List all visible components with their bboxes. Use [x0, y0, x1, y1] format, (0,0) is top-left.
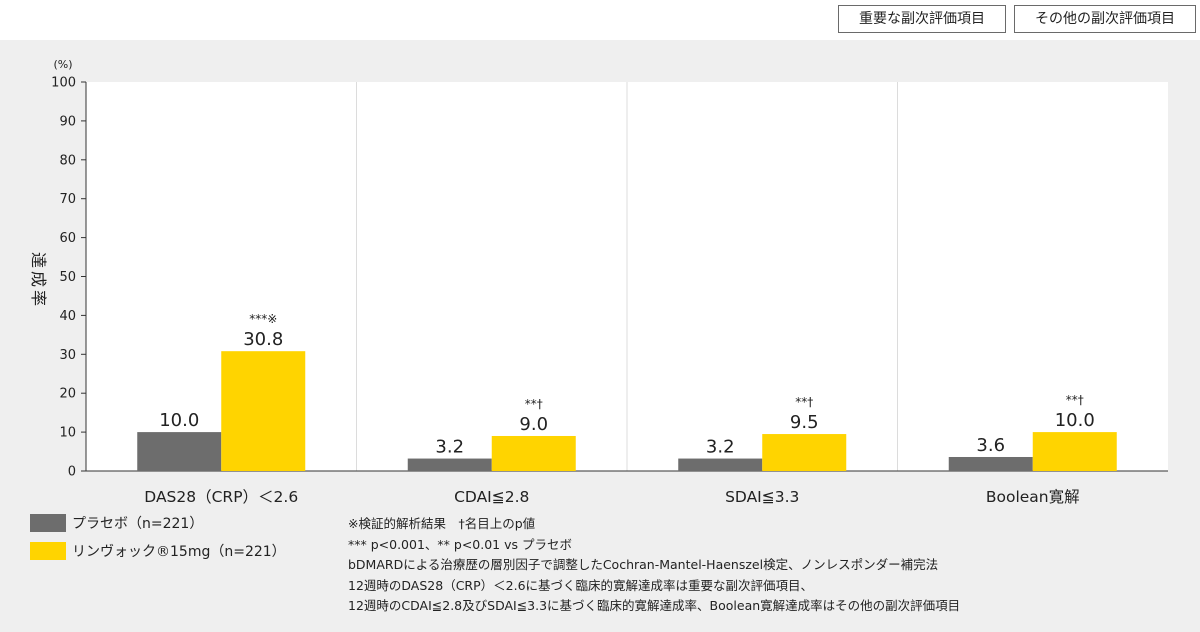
category-label: Boolean寛解 — [986, 488, 1080, 506]
bar-rinvoq — [491, 435, 576, 471]
bar-value-label: 10.0 — [159, 410, 199, 431]
other-secondary-endpoints-tag[interactable]: その他の副次評価項目 — [1014, 5, 1196, 33]
legend-label-placebo: プラセボ（n=221） — [72, 516, 204, 532]
footnote-line: bDMARDによる治療歴の層別因子で調整したCochran-Mantel-Hae… — [348, 557, 939, 572]
category-label: CDAI≦2.8 — [454, 488, 529, 506]
bar-rinvoq — [221, 351, 306, 471]
legend: プラセボ（n=221） リンヴォック®15mg（n=221） — [30, 512, 286, 568]
y-tick-label: 30 — [59, 348, 76, 363]
significance-annotation: **† — [1066, 393, 1084, 407]
footnote-line: ※検証的解析結果 †名目上のp値 — [348, 516, 536, 531]
bar-placebo — [407, 458, 492, 471]
category-label: SDAI≦3.3 — [725, 488, 799, 506]
bar-rinvoq — [762, 434, 847, 471]
bar-chart: 0 10 20 30 40 50 60 70 80 90 100 (%) 達成率 DAS28（CRP）＜2… — [29, 58, 1168, 506]
bar-value-label: 3.2 — [706, 437, 735, 458]
legend-item-placebo: プラセボ（n=221） — [30, 512, 286, 534]
bar-value-label: 10.0 — [1055, 410, 1095, 431]
legend-swatch-rinvoq — [30, 542, 66, 560]
bar-value-label: 30.8 — [243, 329, 283, 350]
y-tick-label: 50 — [59, 270, 76, 285]
footnote-line: 12週時のDAS28（CRP）＜2.6に基づく臨床的寛解達成率は重要な副次評価項… — [348, 577, 814, 593]
bar-value-label: 3.2 — [435, 437, 464, 458]
significance-annotation: **† — [795, 395, 813, 409]
bar-placebo — [678, 458, 763, 471]
key-secondary-endpoints-tag[interactable]: 重要な副次評価項目 — [838, 5, 1006, 33]
bar-placebo — [948, 456, 1033, 471]
significance-annotation: **† — [525, 397, 543, 411]
y-axis-label-char: 率 — [29, 290, 48, 306]
y-tick-label: 20 — [59, 387, 76, 402]
y-tick-label: 0 — [68, 465, 76, 480]
bar-rinvoq — [1032, 432, 1117, 471]
y-tick-label: 90 — [59, 114, 76, 129]
significance-annotation: ***※ — [249, 312, 277, 326]
footnotes: ※検証的解析結果 †名目上のp値 *** p<0.001、** p<0.01 v… — [348, 514, 960, 617]
y-tick-label: 10 — [59, 426, 76, 441]
y-axis-unit: (%) — [53, 58, 72, 71]
y-tick-label: 60 — [59, 231, 76, 246]
bar-value-label: 9.0 — [519, 414, 548, 435]
y-tick-label: 40 — [59, 309, 76, 324]
bar-value-label: 3.6 — [976, 435, 1005, 456]
y-tick-label: 100 — [51, 76, 76, 91]
footnote-line: *** p<0.001、** p<0.01 vs プラセボ — [348, 536, 572, 552]
y-tick-label: 70 — [59, 192, 76, 207]
legend-item-rinvoq: リンヴォック®15mg（n=221） — [30, 540, 286, 562]
legend-label-rinvoq: リンヴォック®15mg（n=221） — [72, 544, 286, 560]
bar-value-label: 9.5 — [790, 412, 819, 433]
y-tick-label: 80 — [59, 153, 76, 168]
legend-swatch-placebo — [30, 514, 66, 532]
y-axis-label-char: 達 — [29, 252, 48, 268]
category-label: DAS28（CRP）＜2.6 — [144, 488, 298, 506]
bar-placebo — [137, 432, 222, 471]
footnote-line: 12週時のCDAI≦2.8及びSDAI≦3.3に基づく臨床的寛解達成率、Bool… — [348, 598, 961, 613]
y-axis-label-char: 成 — [29, 271, 48, 287]
